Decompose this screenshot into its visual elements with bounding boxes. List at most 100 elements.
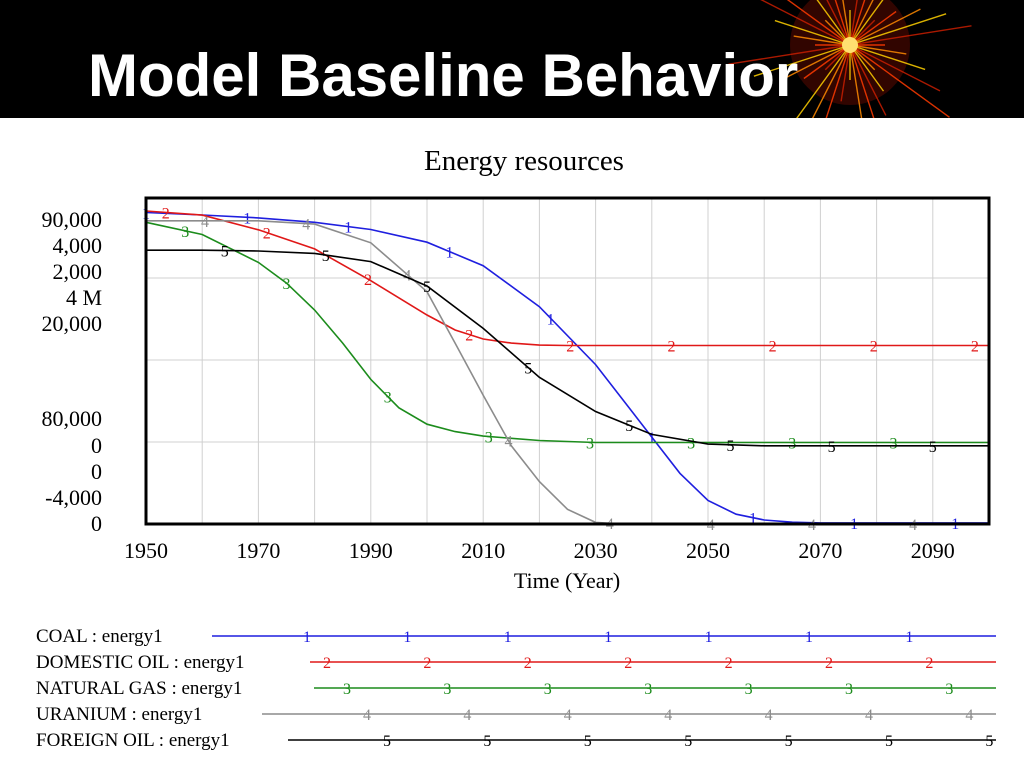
series-line-2 (145, 210, 989, 347)
series-marker-2: 2 (870, 339, 878, 356)
x-tick-label: 2090 (911, 538, 955, 563)
y-tick-label: 0 (91, 459, 102, 484)
title-banner: Model Baseline Behavior (0, 0, 1024, 118)
legend-marker-1: 1 (403, 629, 411, 646)
legend-marker-5: 5 (785, 733, 793, 750)
series-marker-2: 2 (263, 226, 271, 243)
legend-label: FOREIGN OIL : energy1 (36, 730, 230, 751)
legend-marker-1: 1 (303, 629, 311, 646)
legend-marker-3: 3 (544, 681, 552, 698)
y-tick-label: 0 (91, 433, 102, 458)
series-marker-4: 4 (302, 217, 310, 234)
y-tick-label: 20,000 (42, 311, 103, 336)
plot-frame (144, 196, 991, 526)
legend-marker-2: 2 (925, 655, 933, 672)
legend-marker-5: 5 (483, 733, 491, 750)
slide-title: Model Baseline Behavior (88, 42, 799, 109)
legend-marker-3: 3 (343, 681, 351, 698)
series-line-3 (145, 221, 989, 444)
legend-marker-5: 5 (383, 733, 391, 750)
series-marker-3: 3 (890, 436, 898, 453)
series-marker-1: 1 (547, 311, 555, 328)
series-marker-2: 2 (971, 339, 979, 356)
x-axis-label: Time (Year) (514, 568, 620, 593)
legend-marker-4: 4 (765, 707, 773, 724)
legend-marker-4: 4 (664, 707, 672, 724)
y-tick-label: 4 M (66, 285, 102, 310)
series-marker-1: 1 (648, 430, 656, 447)
series-marker-2: 2 (668, 339, 676, 356)
series-marker-1: 1 (749, 511, 757, 528)
legend-marker-5: 5 (985, 733, 993, 750)
legend-label: NATURAL GAS : energy1 (36, 678, 242, 699)
series-marker-4: 4 (505, 434, 513, 451)
series-marker-1: 1 (446, 245, 454, 262)
fireworks-decoration (728, 0, 972, 118)
x-tick-label: 1950 (124, 538, 168, 563)
legend-marker-2: 2 (825, 655, 833, 672)
series-marker-3: 3 (384, 389, 392, 406)
legend-marker-2: 2 (624, 655, 632, 672)
legend-marker-3: 3 (845, 681, 853, 698)
series-marker-3: 3 (181, 224, 189, 241)
y-tick-label: 4,000 (53, 233, 103, 258)
series-marker-5: 5 (727, 438, 735, 455)
x-tick-label: 1990 (349, 538, 393, 563)
series-marker-5: 5 (625, 418, 633, 435)
y-tick-label: 0 (91, 511, 102, 536)
x-tick-label: 2030 (574, 538, 618, 563)
series-marker-1: 1 (344, 220, 352, 237)
legend-marker-3: 3 (443, 681, 451, 698)
series-marker-2: 2 (566, 339, 574, 356)
x-tick-label: 1970 (236, 538, 280, 563)
series-marker-3: 3 (687, 436, 695, 453)
series-marker-1: 1 (243, 210, 251, 227)
series-marker-2: 2 (769, 339, 777, 356)
series-marker-5: 5 (929, 439, 937, 456)
series-marker-3: 3 (586, 435, 594, 452)
series-marker-5: 5 (524, 361, 532, 378)
legend-marker-5: 5 (684, 733, 692, 750)
x-tick-label: 2070 (798, 538, 842, 563)
x-tick-label: 2050 (686, 538, 730, 563)
legend-marker-4: 4 (363, 707, 371, 724)
series-marker-4: 4 (201, 214, 209, 231)
legend-marker-1: 1 (504, 629, 512, 646)
series-marker-5: 5 (221, 244, 229, 261)
legend-marker-4: 4 (463, 707, 471, 724)
legend-marker-2: 2 (323, 655, 331, 672)
series-marker-2: 2 (162, 206, 170, 223)
series-marker-5: 5 (423, 279, 431, 296)
chart-title: Energy resources (424, 145, 624, 177)
series-marker-3: 3 (283, 276, 291, 293)
legend-marker-5: 5 (885, 733, 893, 750)
y-tick-label: 2,000 (53, 259, 103, 284)
legend-marker-4: 4 (965, 707, 973, 724)
legend-marker-3: 3 (745, 681, 753, 698)
y-tick-label: 90,000 (42, 207, 103, 232)
y-tick-label: -4,000 (45, 485, 102, 510)
y-tick-label: 80,000 (42, 406, 103, 431)
series-marker-5: 5 (322, 248, 330, 265)
series-line-1 (145, 211, 989, 524)
legend-marker-4: 4 (564, 707, 572, 724)
legend-marker-5: 5 (584, 733, 592, 750)
series-marker-3: 3 (485, 430, 493, 447)
legend-marker-1: 1 (905, 629, 913, 646)
legend-marker-3: 3 (945, 681, 953, 698)
series-marker-2: 2 (364, 272, 372, 289)
series-line-5 (146, 249, 989, 447)
series-line-4 (146, 220, 989, 525)
series-marker-2: 2 (465, 328, 473, 345)
legend-marker-1: 1 (805, 629, 813, 646)
legend-marker-2: 2 (524, 655, 532, 672)
series-marker-4: 4 (403, 268, 411, 285)
series-marker-3: 3 (788, 436, 796, 453)
x-tick-label: 2010 (461, 538, 505, 563)
legend-marker-2: 2 (423, 655, 431, 672)
legend-marker-1: 1 (604, 629, 612, 646)
legend-marker-4: 4 (865, 707, 873, 724)
series-marker-5: 5 (828, 439, 836, 456)
legend-marker-3: 3 (644, 681, 652, 698)
